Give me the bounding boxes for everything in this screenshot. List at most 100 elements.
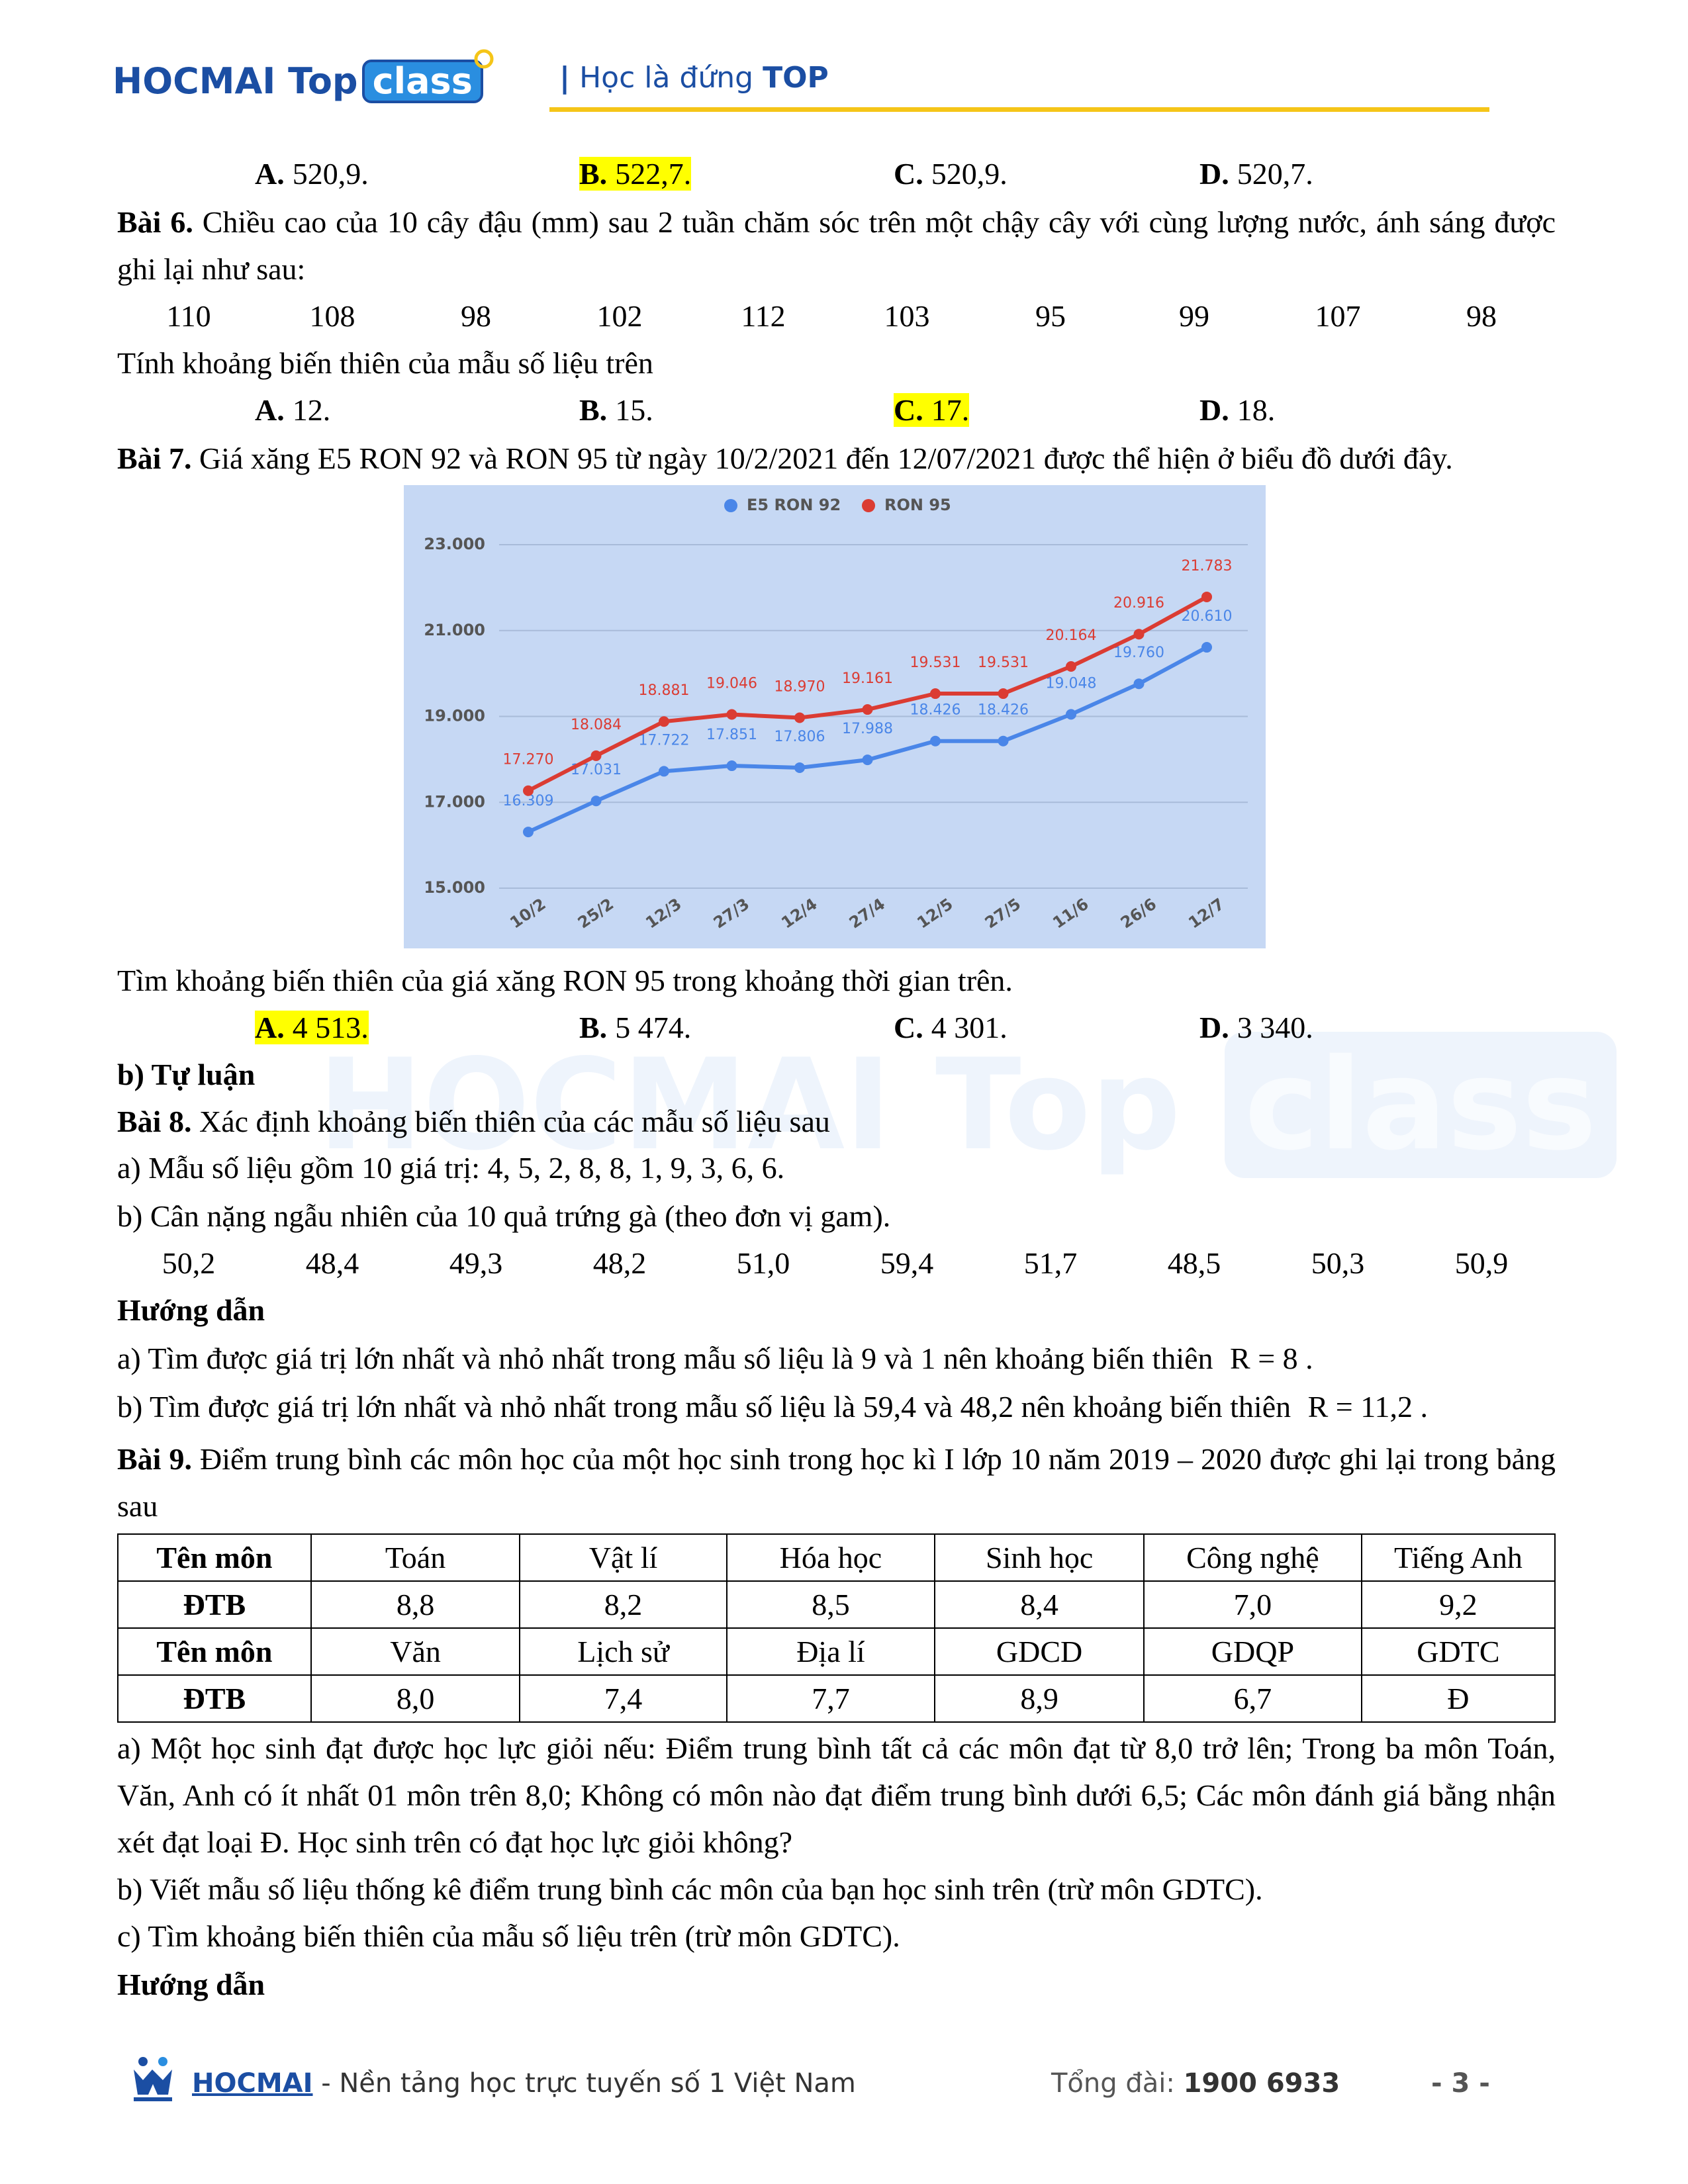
data-label: 17.806 — [774, 729, 825, 745]
bai9-text: Bài 9. Điểm trung bình các môn học của m… — [117, 1435, 1556, 1529]
text: Chiều cao của 10 cây đậu (mm) sau 2 tuần… — [117, 205, 1556, 286]
option: B. 5 474. — [579, 1004, 691, 1051]
data-label: 19.048 — [1046, 675, 1097, 692]
data-point — [794, 712, 805, 723]
data-value: 107 — [1315, 299, 1361, 333]
data-label: 18.084 — [571, 717, 622, 733]
table-cell: Tên môn — [117, 1533, 312, 1582]
data-label: 18.881 — [639, 682, 690, 699]
data-point — [862, 754, 873, 766]
table-cell: GDTC — [1360, 1627, 1556, 1676]
data-value: 50,2 — [162, 1246, 216, 1280]
data-value: 48,4 — [305, 1246, 359, 1280]
y-tick-label: 17.000 — [424, 792, 485, 811]
footer-icon — [134, 2057, 172, 2101]
option: A. 520,9. — [255, 150, 369, 197]
text: Giá xăng E5 RON 92 và RON 95 từ ngày 10/… — [199, 441, 1453, 475]
legend-label: RON 95 — [884, 496, 951, 514]
logo-hocmai: HOCMAI — [113, 60, 276, 102]
option: D. 3 340. — [1199, 1004, 1313, 1051]
data-value: 110 — [166, 299, 211, 333]
hotline-label: Tổng đài: — [1051, 2068, 1175, 2099]
data-label: 19.046 — [706, 676, 757, 692]
footer-tagline: - Nền tảng học trực tuyến số 1 Việt Nam — [321, 2068, 856, 2099]
footer-hotline: Tổng đài: 1900 6933 — [1051, 2066, 1340, 2101]
data-value: 98 — [461, 299, 491, 333]
formula: R = 11,2 . — [1307, 1390, 1429, 1424]
data-point — [523, 827, 534, 838]
data-point — [590, 796, 602, 807]
option-label: C. — [894, 157, 923, 191]
option: A. 12. — [255, 387, 330, 433]
data-point — [1201, 642, 1212, 653]
option-body: B. 5 474. — [579, 1011, 691, 1044]
table-cell: Vật lí — [519, 1533, 727, 1582]
table-cell: 8,5 — [726, 1580, 936, 1629]
data-point — [1201, 591, 1212, 602]
data-label: 19.161 — [842, 670, 893, 687]
watermark-top: Top — [935, 1032, 1181, 1178]
data-label: 19.531 — [978, 655, 1029, 671]
table-cell: Lịch sử — [519, 1627, 727, 1676]
data-value: 108 — [309, 299, 355, 333]
slogan-text: Học là đứng — [579, 61, 754, 95]
table-cell: GDCD — [934, 1627, 1145, 1676]
option-text: 520,9. — [292, 157, 369, 191]
table-cell: 8,8 — [310, 1580, 521, 1629]
data-value: 50,3 — [1311, 1246, 1365, 1280]
bai9-b: b) Viết mẫu số liệu thống kê điểm trung … — [117, 1872, 1263, 1906]
option-label: A. — [255, 1011, 285, 1044]
option-label: A. — [255, 157, 285, 191]
label: Bài 7. — [117, 441, 192, 475]
data-label: 18.426 — [910, 702, 961, 719]
bai8-a: a) Mẫu số liệu gồm 10 giá trị: 4, 5, 2, … — [117, 1151, 785, 1185]
data-point — [659, 766, 669, 777]
option: C. 17. — [894, 387, 970, 433]
option-label: B. — [579, 393, 608, 427]
data-point — [794, 762, 805, 773]
logo: HOCMAI Top class — [113, 58, 483, 105]
guide-title: Hướng dẫn — [117, 1293, 265, 1327]
data-label: 17.270 — [503, 752, 554, 768]
data-value: 95 — [1035, 299, 1066, 333]
data-point — [590, 750, 602, 761]
data-point — [1066, 660, 1076, 672]
text: Điểm trung bình các môn học của một học … — [117, 1442, 1556, 1523]
data-point — [1066, 709, 1076, 720]
option-body: D. 3 340. — [1199, 1011, 1313, 1044]
table-cell: 6,7 — [1143, 1674, 1362, 1723]
data-label: 21.783 — [1182, 558, 1233, 574]
option: C. 520,9. — [894, 150, 1008, 197]
option: D. 520,7. — [1199, 150, 1313, 197]
table-row: ĐTB 8,0 7,4 7,7 8,9 6,7 Đ — [117, 1674, 1556, 1723]
legend-marker — [724, 499, 737, 512]
data-point — [930, 735, 941, 747]
option-body: C. 4 301. — [894, 1011, 1008, 1044]
data-label: 17.851 — [706, 727, 757, 743]
option-body: B. 15. — [579, 393, 653, 427]
data-point — [726, 760, 737, 772]
table-cell: 9,2 — [1360, 1580, 1556, 1629]
option-body: A. 12. — [255, 393, 330, 427]
table-cell: Văn — [310, 1627, 521, 1676]
bai9-a: a) Một học sinh đạt được học lực giỏi nế… — [117, 1731, 1556, 1859]
data-value: 48,5 — [1167, 1246, 1221, 1280]
table-cell: Toán — [310, 1533, 521, 1582]
data-value: 112 — [741, 299, 786, 333]
option-label: B. — [579, 157, 608, 191]
option-body: C. 520,9. — [894, 157, 1008, 191]
y-tick-label: 23.000 — [424, 535, 485, 553]
data-label: 18.970 — [774, 678, 825, 695]
bai8-text: Bài 8. Xác định khoảng biến thiên của cá… — [117, 1098, 830, 1145]
data-point — [726, 709, 737, 720]
data-label: 17.988 — [842, 721, 893, 737]
option-text: 4 301. — [931, 1011, 1008, 1044]
option-text: 15. — [615, 393, 653, 427]
table-cell: 7,0 — [1143, 1580, 1362, 1629]
table-row: ĐTB 8,8 8,2 8,5 8,4 7,0 9,2 — [117, 1580, 1556, 1629]
data-point — [930, 688, 941, 700]
table-cell: Hóa học — [726, 1533, 936, 1582]
footer-brand[interactable]: HOCMAI — [192, 2068, 313, 2099]
option-body: A. 4 513. — [255, 1011, 369, 1044]
option-text: 4 513. — [292, 1011, 369, 1044]
